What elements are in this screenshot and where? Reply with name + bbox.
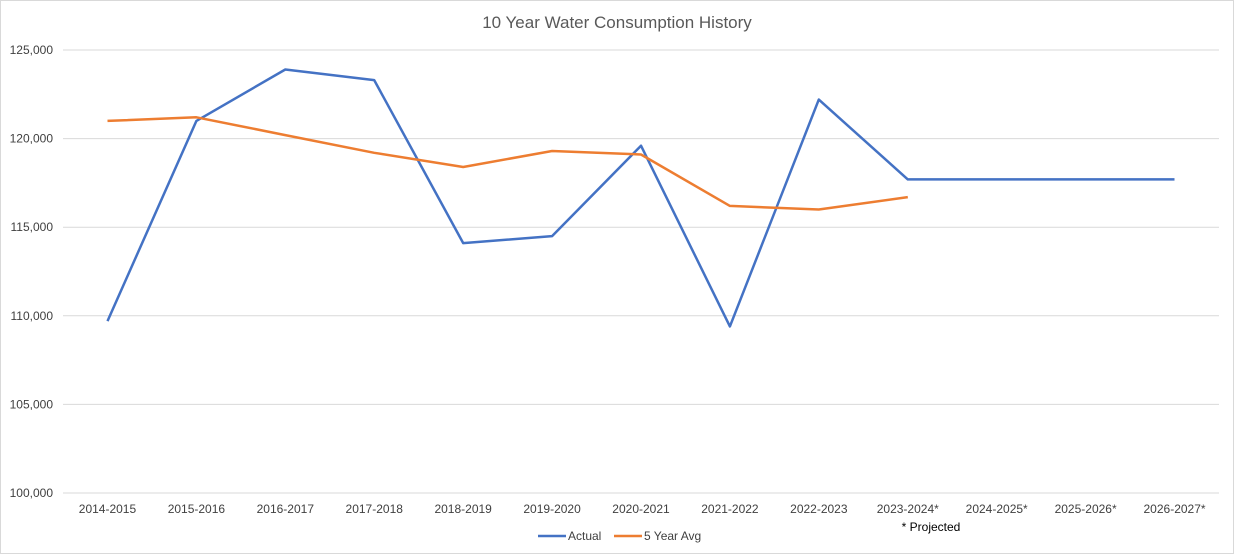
- x-tick-label: 2026-2027*: [1144, 502, 1206, 516]
- y-tick-label: 115,000: [11, 220, 54, 234]
- x-axis-ticks: 2014-2015 2015-2016 2016-2017 2017-2018 2018…: [79, 502, 1206, 516]
- legend-label: Actual: [568, 529, 601, 543]
- y-tick-label: 125,000: [10, 43, 54, 57]
- x-tick-label: 2021-2022: [701, 502, 759, 516]
- x-tick-label: 2023-2024*: [877, 502, 939, 516]
- y-tick-label: 120,000: [10, 132, 54, 146]
- x-tick-label: 2018-2019: [434, 502, 492, 516]
- series-lines: [107, 69, 1174, 326]
- x-tick-label: 2025-2026*: [1055, 502, 1117, 516]
- x-tick-label: 2020-2021: [612, 502, 670, 516]
- projected-note: * Projected: [902, 520, 961, 534]
- x-tick-label: 2014-2015: [79, 502, 137, 516]
- chart-title: 10 Year Water Consumption History: [482, 13, 752, 32]
- series-line-1: [108, 117, 908, 209]
- x-tick-label: 2022-2023: [790, 502, 848, 516]
- x-tick-label: 2015-2016: [168, 502, 226, 516]
- x-tick-label: 2024-2025*: [966, 502, 1028, 516]
- series-line-0: [108, 70, 1175, 327]
- y-tick-label: 105,000: [10, 397, 54, 411]
- x-tick-label: 2019-2020: [523, 502, 581, 516]
- x-tick-label: 2016-2017: [257, 502, 315, 516]
- y-tick-label: 100,000: [10, 486, 54, 500]
- legend-label: 5 Year Avg: [644, 529, 701, 543]
- y-tick-label: 110,000: [11, 309, 54, 323]
- legend: Actual 5 Year Avg: [538, 529, 701, 543]
- x-tick-label: 2017-2018: [346, 502, 404, 516]
- y-axis-ticks: 100,000 105,000 110,000 115,000 120,000 125,0…: [10, 43, 54, 500]
- gridlines: [63, 50, 1219, 493]
